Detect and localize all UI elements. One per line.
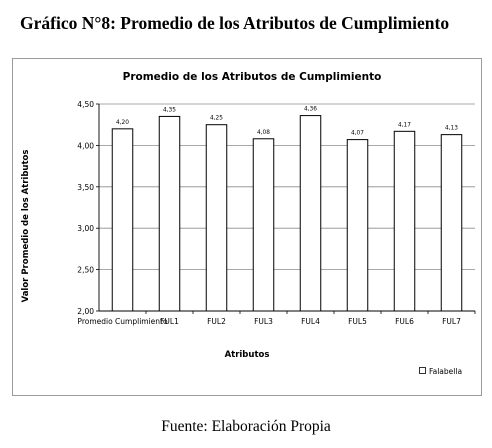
y-tick-label: 2,50 xyxy=(77,266,94,275)
data-label: 4,20 xyxy=(116,120,129,126)
bar-ful6 xyxy=(393,130,416,312)
bar-ful5 xyxy=(346,139,369,312)
bar-ful3 xyxy=(252,138,275,312)
legend-swatch-falabella xyxy=(419,367,426,374)
y-tick-label: 4,50 xyxy=(77,100,94,109)
bar-ful4 xyxy=(299,115,322,312)
data-label: 4,36 xyxy=(304,107,317,113)
y-axis-title: Valor Promedio de los Atributos xyxy=(21,150,31,303)
chart-title: Promedio de los Atributos de Cumplimient… xyxy=(123,71,382,83)
legend: Falabella xyxy=(419,367,462,376)
x-tick-label: FUL4 xyxy=(301,317,320,326)
chart-frame: Promedio de los Atributos de Cumplimient… xyxy=(12,58,482,396)
bar-ful7 xyxy=(440,134,463,312)
x-tick-label: Promedio Cumplimiento xyxy=(77,317,168,326)
bar-ful2 xyxy=(205,124,228,312)
source-note: Fuente: Elaboración Propia xyxy=(161,418,331,435)
document-title: Gráfico N°8: Promedio de los Atributos d… xyxy=(20,13,450,33)
legend-label-falabella: Falabella xyxy=(429,367,462,376)
grid-layer xyxy=(99,103,475,271)
data-label: 4,07 xyxy=(351,131,364,137)
bar-promedio-cumplimiento xyxy=(111,128,134,312)
bar-chart: Promedio de los Atributos de Cumplimient… xyxy=(21,71,476,376)
y-tick-label: 3,50 xyxy=(77,183,94,192)
bar-layer: 4,20 4,35 4,25 4,08 4,36 4,07 4,17 4,13 xyxy=(111,107,463,312)
data-label: 4,08 xyxy=(257,130,270,136)
axis-layer xyxy=(98,104,475,312)
data-label: 4,13 xyxy=(445,126,458,132)
y-tick-label: 2,00 xyxy=(77,307,94,316)
x-tick-label: FUL1 xyxy=(160,317,179,326)
data-label: 4,17 xyxy=(398,122,411,128)
y-tick-label: 4,00 xyxy=(77,141,94,150)
x-tick-label: FUL7 xyxy=(442,317,461,326)
x-tick-label: FUL6 xyxy=(395,317,414,326)
x-axis-title: Atributos xyxy=(225,350,270,360)
x-tick-label: FUL2 xyxy=(207,317,226,326)
bar-ful1 xyxy=(158,115,181,312)
y-tick-label: 3,00 xyxy=(77,224,94,233)
data-label: 4,25 xyxy=(210,116,223,122)
x-tick-label: FUL5 xyxy=(348,317,367,326)
tick-layer: 2,00 2,50 3,00 3,50 4,00 4,50 Promedio Cumplim… xyxy=(77,100,476,326)
data-label: 4,35 xyxy=(163,107,176,113)
x-tick-label: FUL3 xyxy=(254,317,273,326)
